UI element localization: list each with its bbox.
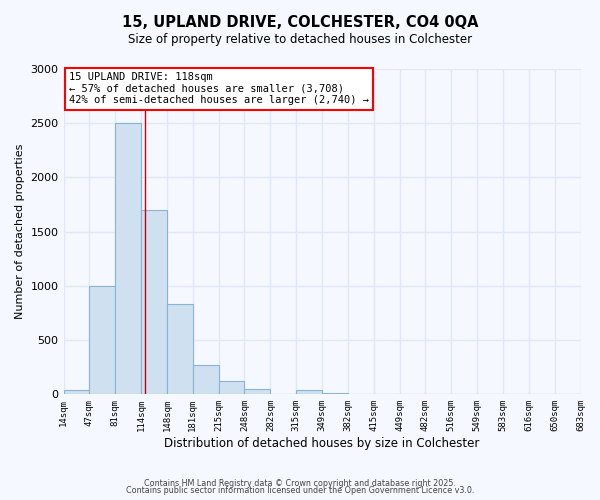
Text: 15, UPLAND DRIVE, COLCHESTER, CO4 0QA: 15, UPLAND DRIVE, COLCHESTER, CO4 0QA bbox=[122, 15, 478, 30]
Text: Contains HM Land Registry data © Crown copyright and database right 2025.: Contains HM Land Registry data © Crown c… bbox=[144, 478, 456, 488]
Bar bbox=[296, 390, 322, 394]
Bar bbox=[218, 382, 244, 394]
Bar bbox=[64, 390, 89, 394]
Bar bbox=[193, 365, 218, 394]
Bar bbox=[322, 393, 348, 394]
Text: Size of property relative to detached houses in Colchester: Size of property relative to detached ho… bbox=[128, 32, 472, 46]
Text: 15 UPLAND DRIVE: 118sqm
← 57% of detached houses are smaller (3,708)
42% of semi: 15 UPLAND DRIVE: 118sqm ← 57% of detache… bbox=[69, 72, 369, 106]
Bar bbox=[141, 210, 167, 394]
Bar bbox=[115, 123, 141, 394]
Bar bbox=[167, 304, 193, 394]
Text: Contains public sector information licensed under the Open Government Licence v3: Contains public sector information licen… bbox=[126, 486, 474, 495]
X-axis label: Distribution of detached houses by size in Colchester: Distribution of detached houses by size … bbox=[164, 437, 480, 450]
Y-axis label: Number of detached properties: Number of detached properties bbox=[15, 144, 25, 320]
Bar bbox=[89, 286, 115, 395]
Bar bbox=[244, 389, 271, 394]
